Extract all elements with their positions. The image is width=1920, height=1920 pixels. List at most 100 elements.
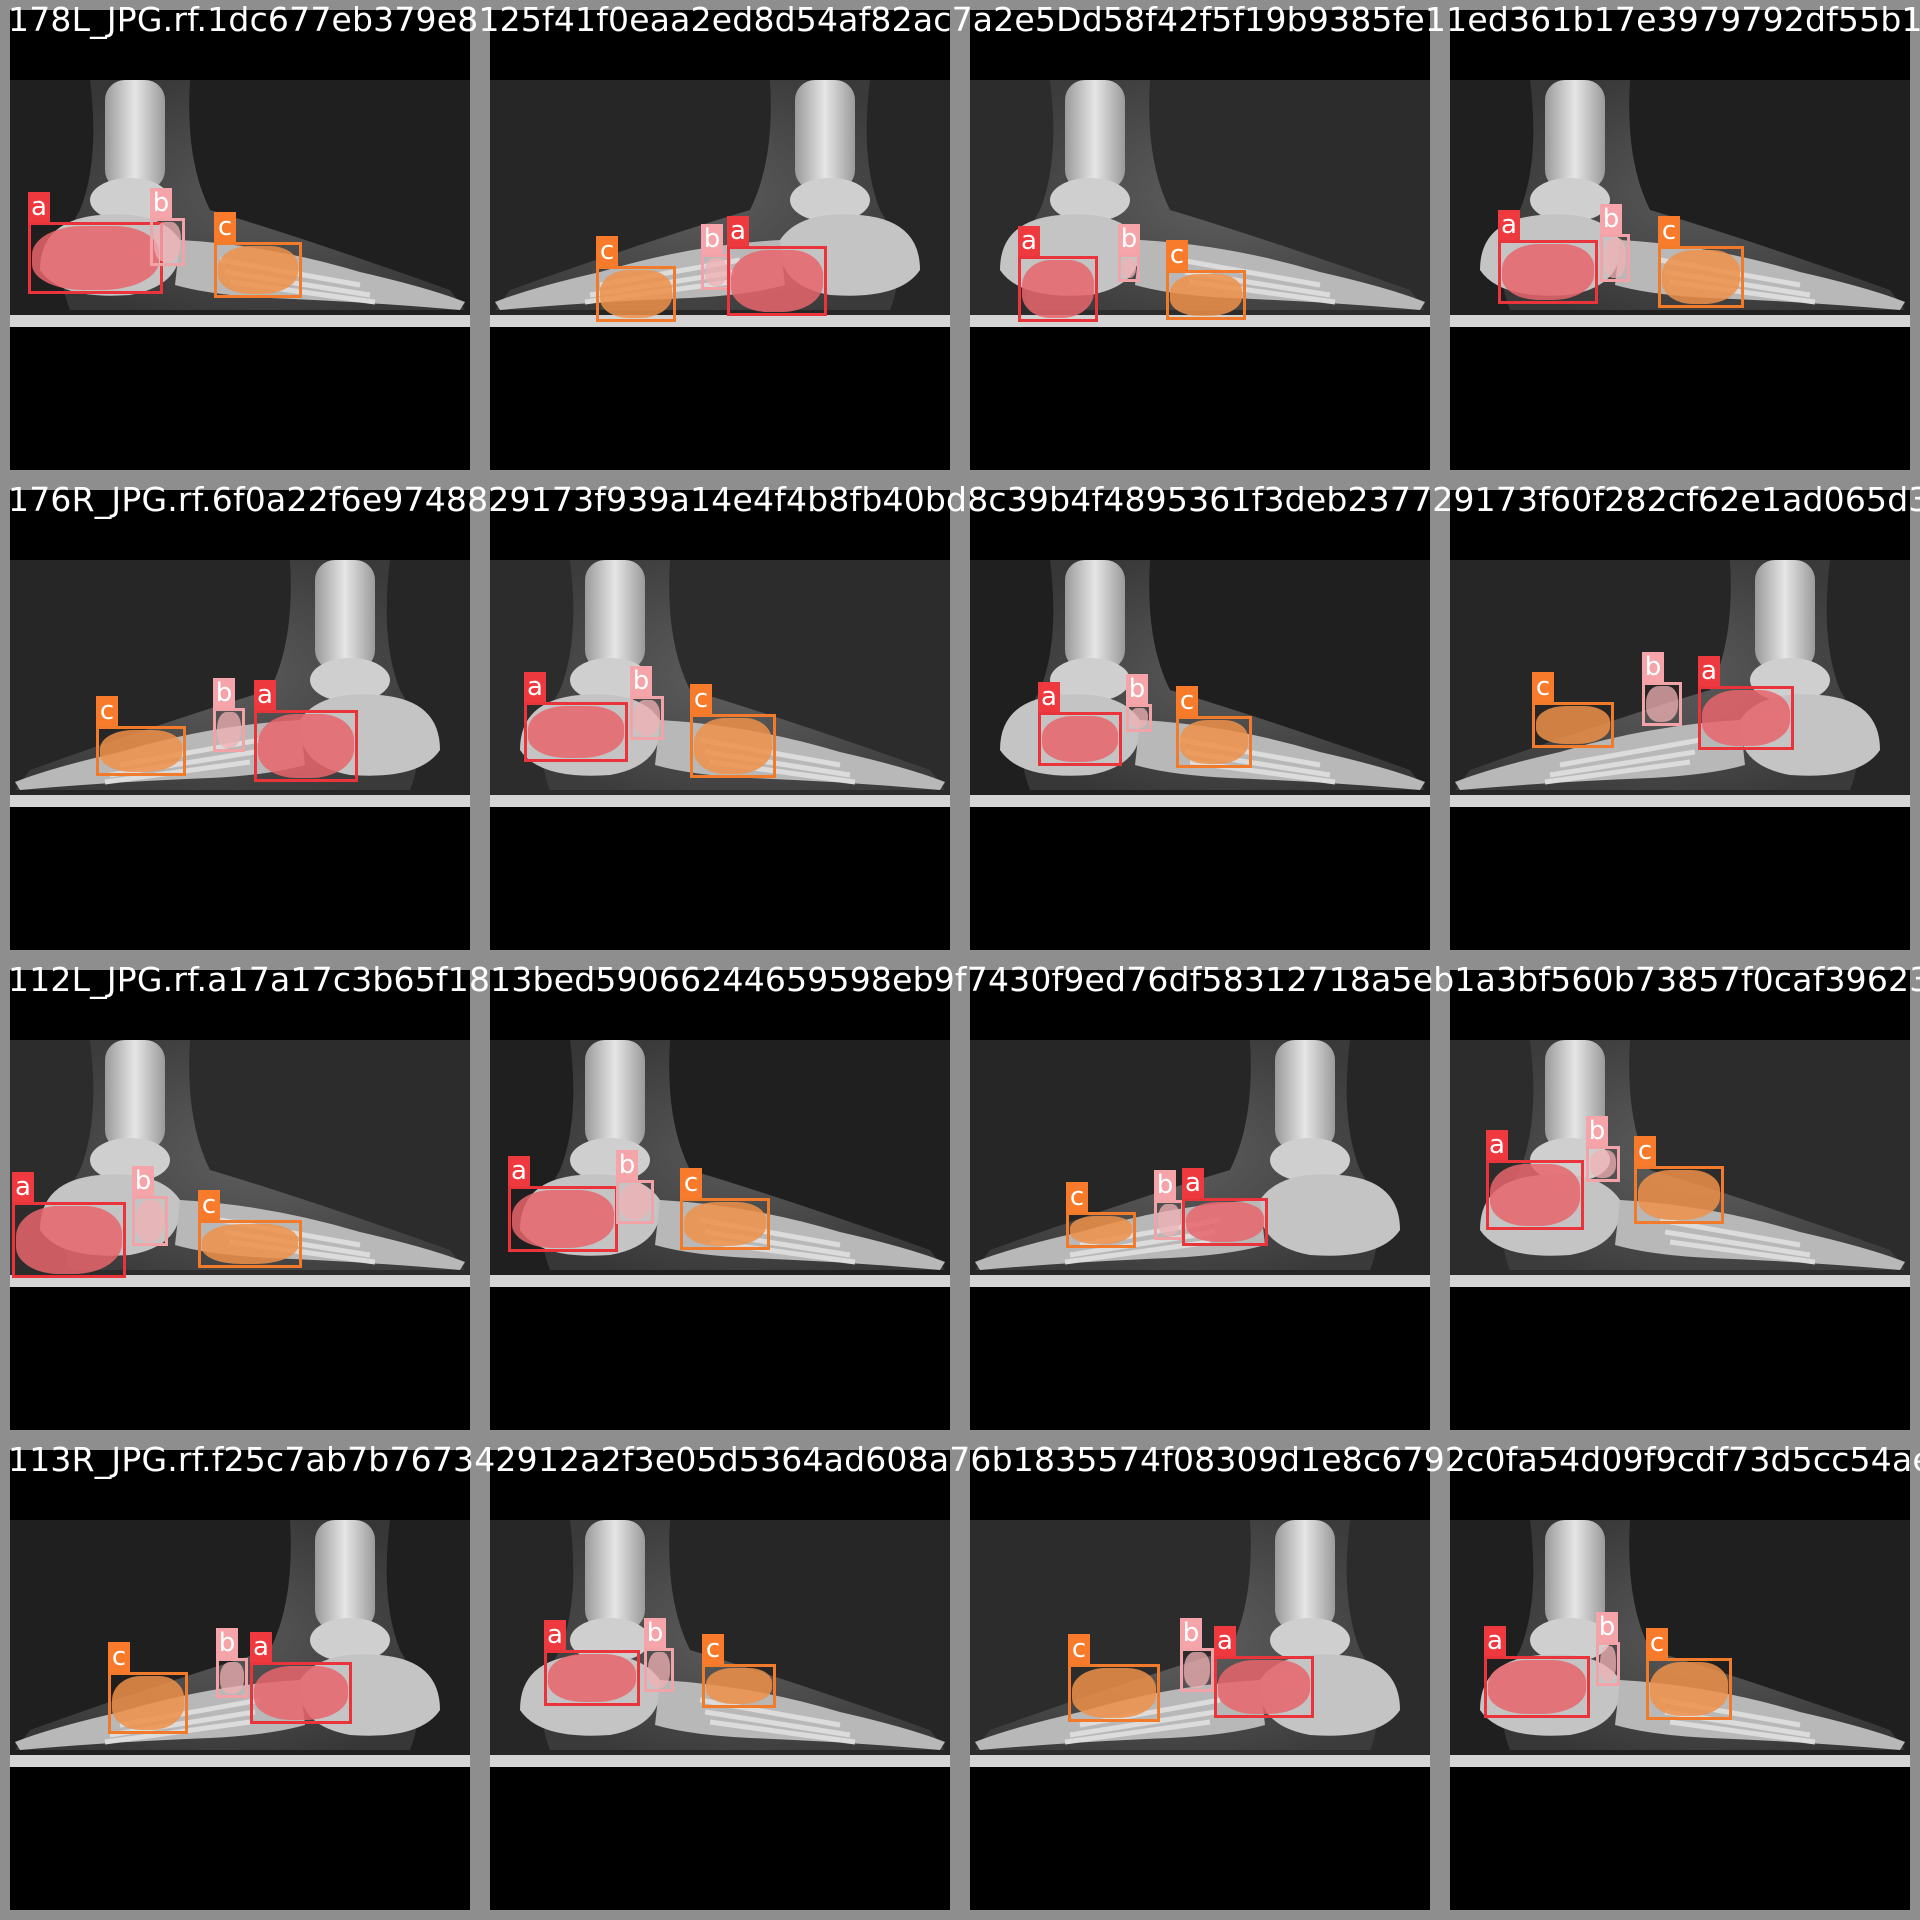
segmentation-mask-a [32, 226, 159, 290]
bounding-box-c [690, 714, 776, 778]
bounding-box-b [630, 696, 664, 740]
bounding-box-a [1484, 1656, 1590, 1718]
segmentation-mask-b [1122, 258, 1136, 278]
segmentation-mask-b [705, 258, 727, 286]
class-label-c: c [198, 1190, 220, 1220]
bounding-box-a [1018, 256, 1098, 322]
bounding-box-c [596, 266, 676, 322]
class-label-a: a [12, 1172, 34, 1202]
class-label-b: b [150, 188, 172, 218]
bounding-box-a [508, 1186, 618, 1252]
segmentation-mask-b [1590, 1150, 1616, 1178]
class-label-c: c [1646, 1628, 1668, 1658]
class-label-c: c [1068, 1634, 1090, 1664]
segmentation-mask-a [1186, 1202, 1264, 1242]
segmentation-mask-c [1072, 1668, 1156, 1718]
bounding-box-c [96, 726, 186, 776]
segmentation-mask-b [136, 1200, 164, 1242]
class-label-c: c [702, 1634, 724, 1664]
segmentation-mask-a [16, 1206, 122, 1274]
xray-image [970, 1040, 1430, 1287]
segmentation-mask-a [528, 706, 624, 758]
class-label-b: b [1154, 1170, 1176, 1200]
segmentation-mask-a [1488, 1660, 1586, 1714]
class-label-a: a [544, 1620, 566, 1650]
segmentation-mask-b [220, 1662, 244, 1694]
class-label-b: b [1596, 1612, 1618, 1642]
bounding-box-c [214, 242, 302, 298]
class-label-b: b [1642, 652, 1664, 682]
xray-image [1450, 1520, 1910, 1767]
class-label-c: c [1176, 686, 1198, 716]
segmentation-mask-b [1646, 686, 1678, 722]
xray-image [1450, 1040, 1910, 1287]
class-label-c: c [1658, 216, 1680, 246]
bounding-box-a [250, 1662, 352, 1724]
bounding-box-b [150, 218, 185, 266]
class-label-c: c [1532, 672, 1554, 702]
segmentation-mask-b [1130, 708, 1148, 728]
class-label-c: c [1166, 240, 1188, 270]
bounding-box-b [132, 1196, 168, 1246]
segmentation-mask-c [600, 270, 672, 318]
segmentation-mask-a [1218, 1660, 1310, 1714]
class-label-c: c [1634, 1136, 1656, 1166]
bounding-box-a [1486, 1160, 1584, 1230]
bounding-box-c [1066, 1212, 1136, 1248]
class-label-a: a [1498, 210, 1520, 240]
bounding-box-b [1586, 1146, 1620, 1182]
class-label-a: a [1038, 682, 1060, 712]
class-label-b: b [1180, 1618, 1202, 1648]
bounding-box-c [1068, 1664, 1160, 1722]
bounding-box-b [216, 1658, 248, 1698]
segmentation-mask-b [1600, 1646, 1616, 1682]
class-label-a: a [28, 192, 50, 222]
bounding-box-b [213, 708, 245, 752]
segmentation-mask-c [202, 1224, 298, 1264]
segmentation-mask-a [254, 1666, 348, 1720]
class-label-c: c [690, 684, 712, 714]
bounding-box-a [1182, 1198, 1268, 1246]
bounding-box-b [1642, 682, 1682, 726]
bounding-box-a [254, 710, 358, 782]
segmentation-mask-c [1662, 250, 1740, 304]
class-label-a: a [1484, 1626, 1506, 1656]
segmentation-mask-c [1536, 706, 1610, 744]
bounding-box-c [1646, 1658, 1732, 1720]
class-label-a: a [1486, 1130, 1508, 1160]
bounding-box-b [1600, 234, 1630, 282]
class-label-a: a [524, 672, 546, 702]
segmentation-mask-b [217, 712, 241, 748]
segmentation-mask-a [1502, 244, 1594, 300]
thumbnail-cell: a b c [1440, 0, 1920, 480]
class-label-c: c [214, 212, 236, 242]
bounding-box-b [1154, 1200, 1184, 1240]
segmentation-mask-b [1158, 1204, 1180, 1236]
bounding-box-c [1166, 270, 1246, 320]
segmentation-mask-c [694, 718, 772, 774]
class-label-a: a [254, 680, 276, 710]
segmentation-mask-a [512, 1190, 614, 1248]
class-label-b: b [1600, 204, 1622, 234]
bounding-box-c [198, 1220, 302, 1268]
class-label-a: a [1214, 1626, 1236, 1656]
segmentation-mask-b [648, 1652, 670, 1688]
segmentation-mask-b [634, 700, 660, 736]
bounding-box-b [1180, 1648, 1214, 1692]
class-label-a: a [1698, 656, 1720, 686]
bounding-box-a [1214, 1656, 1314, 1718]
